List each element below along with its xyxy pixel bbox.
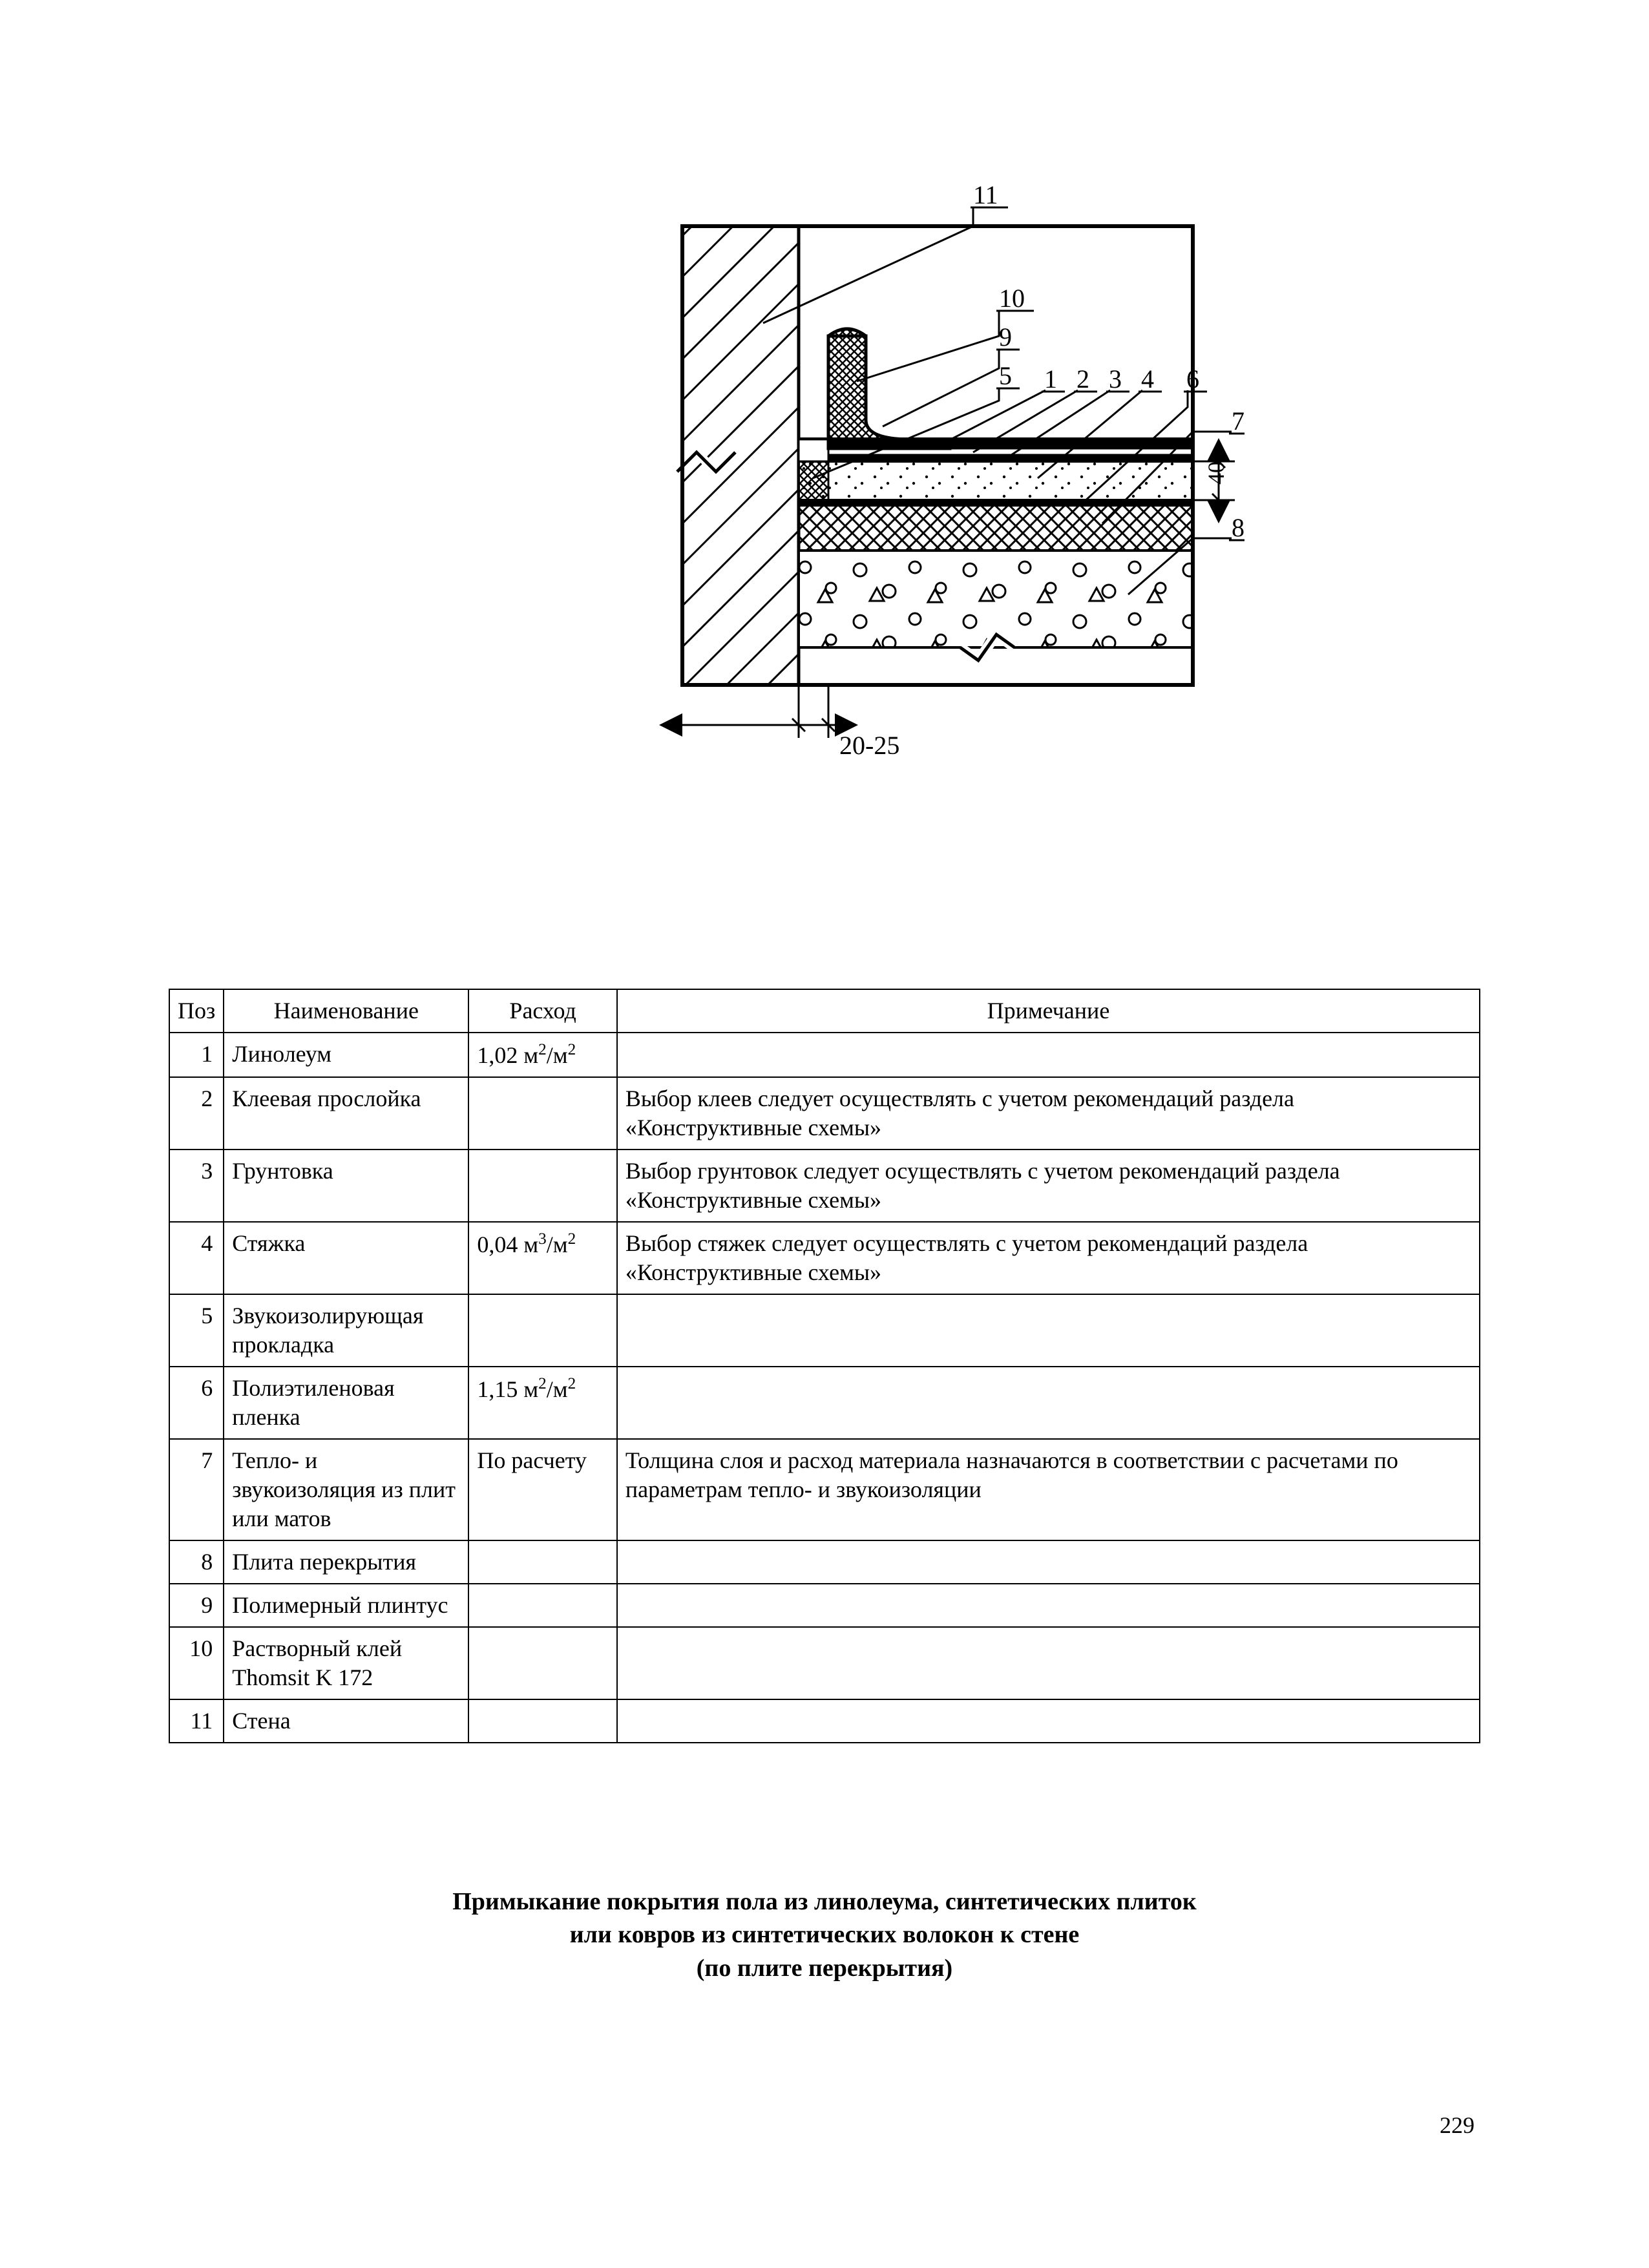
- svg-text:20-25: 20-25: [839, 731, 899, 760]
- cell-note: [617, 1540, 1480, 1584]
- table-header-cell: Расход: [468, 989, 617, 1033]
- figure-caption: Примыкание покрытия пола из линолеума, с…: [168, 1885, 1481, 1985]
- cell-name: Грунтовка: [224, 1150, 468, 1222]
- cell-note: [617, 1367, 1480, 1439]
- caption-line: Примыкание покрытия пола из линолеума, с…: [168, 1885, 1481, 1918]
- cell-pos: 10: [169, 1627, 224, 1699]
- cell-name: Полимерный плинтус: [224, 1584, 468, 1627]
- cell-pos: 4: [169, 1222, 224, 1294]
- cell-note: [617, 1033, 1480, 1077]
- table-header-cell: Примечание: [617, 989, 1480, 1033]
- cell-rashod: [468, 1699, 617, 1743]
- cell-pos: 9: [169, 1584, 224, 1627]
- table-row: 6Полиэтиленовая пленка1,15 м2/м2: [169, 1367, 1480, 1439]
- cell-pos: 5: [169, 1294, 224, 1367]
- cell-pos: 2: [169, 1077, 224, 1150]
- cell-name: Клеевая прослойка: [224, 1077, 468, 1150]
- svg-text:40: 40: [1203, 461, 1229, 485]
- svg-text:9: 9: [999, 322, 1012, 352]
- cell-name: Стена: [224, 1699, 468, 1743]
- table-row: 3Грунтовка Выбор грунтовок следует осущес…: [169, 1150, 1480, 1222]
- cell-rashod: [468, 1077, 617, 1150]
- cell-name: Полиэтиленовая пленка: [224, 1367, 468, 1439]
- cell-rashod: 1,02 м2/м2: [468, 1033, 617, 1077]
- svg-text:8: 8: [1232, 513, 1245, 542]
- cell-note: Выбор стяжек следует осуществлять с учет…: [617, 1222, 1480, 1294]
- table-row: 10Растворный клей Thomsit K 172: [169, 1627, 1480, 1699]
- svg-text:10: 10: [999, 284, 1025, 313]
- table-header-cell: Наименование: [224, 989, 468, 1033]
- cell-rashod: По расчету: [468, 1439, 617, 1540]
- cell-rashod: [468, 1584, 617, 1627]
- svg-text:4: 4: [1141, 364, 1154, 394]
- table-header-cell: Поз: [169, 989, 224, 1033]
- cell-name: Растворный клей Thomsit K 172: [224, 1627, 468, 1699]
- table-row: 1Линолеум1,02 м2/м2: [169, 1033, 1480, 1077]
- section-diagram: 20-25 40 11 10 9 5 1234 6 7 8: [168, 142, 1481, 821]
- cell-note: [617, 1627, 1480, 1699]
- cell-rashod: [468, 1294, 617, 1367]
- cell-rashod: [468, 1540, 617, 1584]
- cell-note: [617, 1584, 1480, 1627]
- diagram-svg: 20-25 40 11 10 9 5 1234 6 7 8: [404, 142, 1245, 821]
- cell-pos: 11: [169, 1699, 224, 1743]
- cell-note: Толщина слоя и расход материала назначаю…: [617, 1439, 1480, 1540]
- table-row: 8Плита перекрытия: [169, 1540, 1480, 1584]
- cell-note: [617, 1294, 1480, 1367]
- svg-text:2: 2: [1077, 364, 1089, 394]
- table-row: 5Звукоизолирующая прокладка: [169, 1294, 1480, 1367]
- svg-text:11: 11: [973, 180, 998, 209]
- table-row: 9Полимерный плинтус: [169, 1584, 1480, 1627]
- cell-rashod: [468, 1150, 617, 1222]
- cell-pos: 3: [169, 1150, 224, 1222]
- page-number: 229: [1440, 2112, 1475, 2139]
- caption-line: (по плите перекрытия): [168, 1952, 1481, 1985]
- cell-name: Плита перекрытия: [224, 1540, 468, 1584]
- specification-table: ПозНаименованиеРасходПримечание 1Линолеу…: [169, 989, 1480, 1743]
- svg-text:5: 5: [999, 361, 1012, 390]
- cell-pos: 6: [169, 1367, 224, 1439]
- cell-note: Выбор клеев следует осуществлять с учето…: [617, 1077, 1480, 1150]
- cell-name: Линолеум: [224, 1033, 468, 1077]
- cell-rashod: [468, 1627, 617, 1699]
- cell-pos: 1: [169, 1033, 224, 1077]
- cell-note: Выбор грунтовок следует осуществлять с у…: [617, 1150, 1480, 1222]
- cell-rashod: 1,15 м2/м2: [468, 1367, 617, 1439]
- cell-rashod: 0,04 м3/м2: [468, 1222, 617, 1294]
- table-row: 7Тепло- и звукоизоляция из плит или мато…: [169, 1439, 1480, 1540]
- table-row: 4Стяжка0,04 м3/м2Выбор стяжек следует ос…: [169, 1222, 1480, 1294]
- svg-text:3: 3: [1109, 364, 1122, 394]
- svg-text:1: 1: [1044, 364, 1057, 394]
- caption-line: или ковров из синтетических волокон к ст…: [168, 1918, 1481, 1951]
- svg-text:6: 6: [1186, 364, 1199, 394]
- table-row: 11Стена: [169, 1699, 1480, 1743]
- cell-pos: 8: [169, 1540, 224, 1584]
- cell-name: Стяжка: [224, 1222, 468, 1294]
- cell-note: [617, 1699, 1480, 1743]
- cell-name: Звукоизолирующая прокладка: [224, 1294, 468, 1367]
- cell-pos: 7: [169, 1439, 224, 1540]
- table-row: 2Клеевая прослойка Выбор клеев следует ос…: [169, 1077, 1480, 1150]
- cell-name: Тепло- и звукоизоляция из плит или матов: [224, 1439, 468, 1540]
- svg-text:7: 7: [1232, 406, 1245, 436]
